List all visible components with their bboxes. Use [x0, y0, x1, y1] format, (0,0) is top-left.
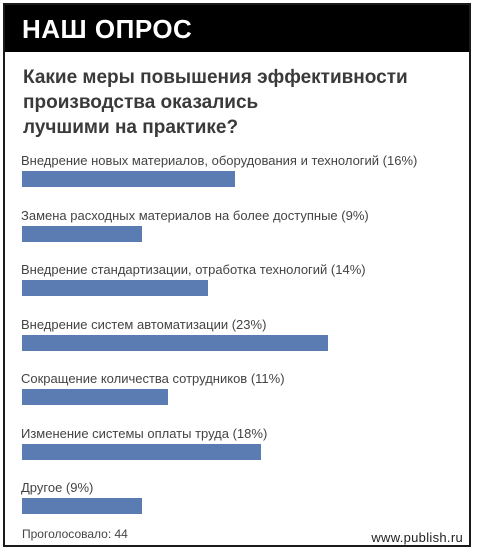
- poll-results-chart: Внедрение новых материалов, оборудования…: [5, 5, 469, 545]
- site-link[interactable]: www.publish.ru: [371, 530, 463, 545]
- option-label: Сокращение количества сотрудников (11%): [21, 371, 285, 386]
- option-label: Изменение системы оплаты труда (18%): [21, 425, 268, 441]
- option-bar: [22, 498, 142, 514]
- option-label: Замена расходных материалов на более дос…: [21, 207, 369, 223]
- question-line-1: Какие меры повышения эффективности: [23, 67, 408, 88]
- question-line-3: лучшими на практике?: [23, 117, 239, 138]
- option-bar: [22, 171, 235, 187]
- option-bar: [22, 280, 208, 296]
- option-bar: [22, 389, 168, 405]
- question-line-2: производства оказались: [23, 92, 259, 113]
- votes-count: Проголосовало: 44: [22, 527, 128, 541]
- poll-question: Какие меры повышения эффективности произ…: [23, 65, 463, 140]
- poll-card: НАШ ОПРОС Какие меры повышения эффективн…: [3, 3, 471, 547]
- poll-title: НАШ ОПРОС: [22, 14, 193, 44]
- option-label: Внедрение стандартизации, отработка техн…: [21, 262, 366, 277]
- option-bar: [22, 334, 328, 351]
- option-label: Другое (9%): [21, 480, 94, 495]
- option-bar: [22, 443, 261, 460]
- option-bar: [22, 225, 142, 242]
- header-band: НАШ ОПРОС: [5, 5, 469, 52]
- option-label: Внедрение новых материалов, оборудования…: [21, 153, 418, 168]
- option-label: Внедрение систем автоматизации (23%): [21, 316, 267, 332]
